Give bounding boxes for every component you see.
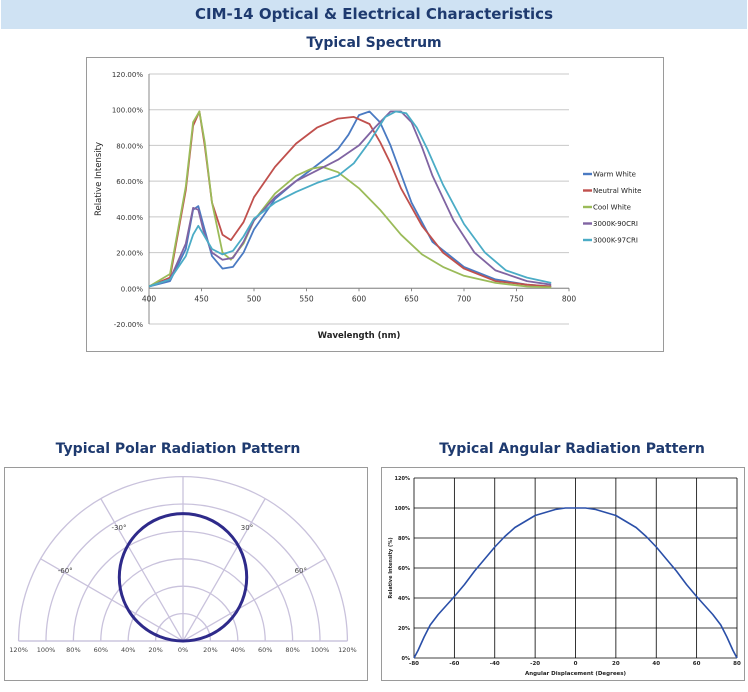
y-tick-label: 80.00% [116,142,143,150]
y-tick-label: 120.00% [112,71,143,79]
polar-radial-label: 0% [178,646,188,654]
angular-chart-panel: -80 -60 -40 -20 0 20 40 60 80 0% 20% 40% 60% 80% 100% 1… [381,467,745,681]
x-tick-label: -20 [530,661,540,667]
spectrum-chart: -20.00% 0.00% 20.00% 40.00% 60.00% 80.00% 100.… [94,71,641,341]
polar-chart-panel: -30° 30° -60° 60° 120% 100% 80% 60% 40% 20% 0% 20% 4… [4,467,368,681]
x-tick-label: 40 [652,661,660,667]
y-axis-label: Relative Intensity (%) [388,537,394,598]
x-tick-label: 400 [142,294,157,303]
polar-radial-label: 60% [258,646,272,654]
polar-angle-label: 60° [295,567,307,575]
angular-chart: -80 -60 -40 -20 0 20 40 60 80 0% 20% 40% 60% 80% 100% 1… [388,476,741,677]
y-axis-label: Relative Intensity [94,142,104,216]
series-line [413,507,738,659]
series-line [148,110,552,288]
legend-label: Neutral White [593,187,641,195]
polar-radial-label: 40% [121,646,135,654]
y-tick-label: 40.00% [116,214,143,222]
angular-section-title: Typical Angular Radiation Pattern [439,441,705,457]
x-tick-label: 450 [194,294,209,303]
x-tick-label: 700 [457,294,472,303]
polar-section-title: Typical Polar Radiation Pattern [55,441,301,457]
x-tick-label: -80 [409,661,419,667]
page-banner-title: CIM-14 Optical & Electrical Characterist… [1,0,747,29]
y-tick-label: 40% [398,596,410,602]
x-tick-label: 20 [612,661,620,667]
y-tick-label: 0.00% [121,285,144,293]
x-tick-label: 500 [247,294,262,303]
y-tick-label: -20.00% [114,321,144,329]
polar-radial-label: 60% [94,646,108,654]
x-tick-label: 60 [693,661,701,667]
x-tick-label: -40 [490,661,500,667]
polar-radial-label: 120% [9,646,28,654]
polar-chart: -30° 30° -60° 60° 120% 100% 80% 60% 40% 20% 0% 20% 4… [9,476,357,654]
x-tick-label: -60 [449,661,459,667]
y-tick-label: 20.00% [116,250,143,258]
x-axis-label: Wavelength (nm) [318,331,401,341]
legend-label: 3000K-97CRI [593,237,638,245]
polar-radial-label: 80% [285,646,299,654]
polar-spoke [100,498,184,642]
polar-angle-label: -30° [112,524,127,532]
y-tick-label: 60% [398,566,410,572]
polar-radial-label: 20% [148,646,162,654]
series-line [148,110,552,288]
x-tick-label: 600 [352,294,367,303]
y-tick-label: 80% [398,536,410,542]
x-axis-label: Angular Displacement (Degrees) [525,671,627,677]
spectrum-section-title: Typical Spectrum [306,35,442,51]
y-tick-label: 20% [398,626,410,632]
polar-pattern-curve [117,512,249,643]
polar-spoke [40,558,184,642]
y-tick-label: 0% [402,656,411,662]
y-tick-label: 100.00% [112,107,143,115]
polar-radial-label: 120% [338,646,357,654]
x-tick-label: 550 [299,294,314,303]
polar-radial-label: 40% [231,646,245,654]
y-tick-label: 60.00% [116,178,143,186]
legend-label: Cool White [593,204,631,212]
x-tick-label: 750 [509,294,524,303]
series-line [148,110,552,288]
legend-label: Warm White [593,171,636,179]
polar-spoke [182,498,266,642]
legend-label: 3000K-90CRI [593,220,638,228]
y-tick-label: 100% [395,506,410,512]
polar-radial-label: 100% [37,646,56,654]
x-tick-label: 80 [733,661,741,667]
series-line [148,110,552,289]
x-tick-label: 0 [574,661,578,667]
series-line [148,110,552,288]
polar-spoke [182,558,326,642]
spectrum-chart-panel: -20.00% 0.00% 20.00% 40.00% 60.00% 80.00% 100.… [86,57,664,352]
polar-radial-label: 80% [66,646,80,654]
x-tick-label: 650 [404,294,419,303]
polar-angle-label: -60° [58,567,73,575]
polar-radial-label: 20% [203,646,217,654]
x-tick-label: 800 [562,294,577,303]
polar-angle-label: 30° [241,524,253,532]
y-tick-label: 120% [395,476,410,482]
polar-radial-label: 100% [311,646,330,654]
